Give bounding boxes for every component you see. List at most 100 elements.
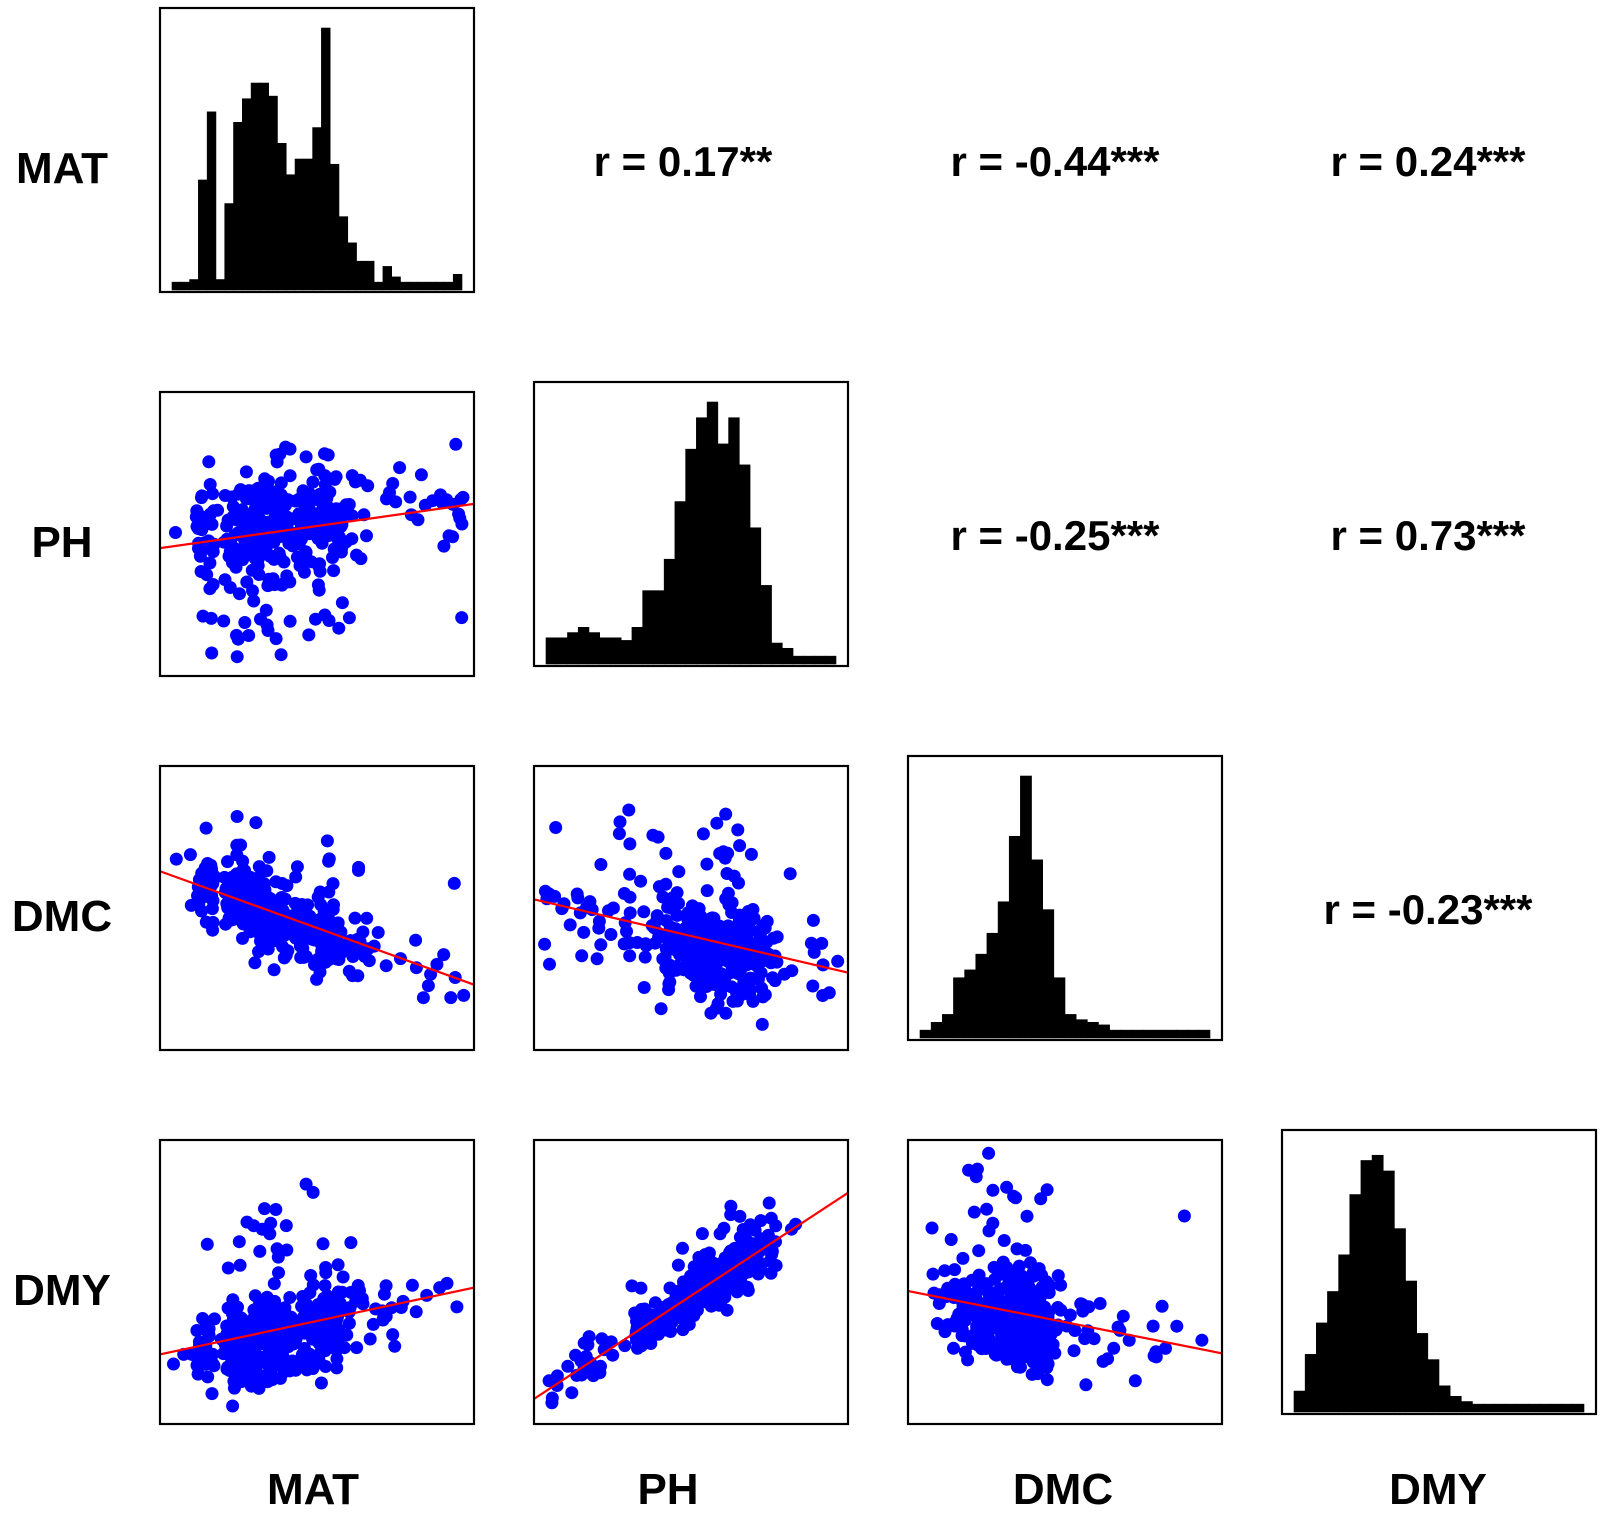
scatter-point <box>418 498 432 512</box>
scatter-point <box>265 1368 279 1381</box>
scatter-point <box>257 543 271 557</box>
scatter-point <box>248 956 262 970</box>
scatter-point <box>268 1294 282 1308</box>
scatter-point <box>298 931 312 945</box>
scatter-point <box>346 950 360 963</box>
scatter-point <box>1003 1264 1017 1278</box>
scatter-point <box>194 565 208 578</box>
scatter-point <box>575 949 589 963</box>
scatter-point <box>363 1332 377 1346</box>
histogram-bar-mat <box>382 266 393 291</box>
histogram-bar-ph <box>631 627 643 665</box>
scatter-point <box>198 869 212 883</box>
scatter-point <box>543 957 556 971</box>
histogram-frame-dmy <box>1280 1128 1598 1416</box>
scatter-point <box>232 1235 246 1249</box>
scatter-point <box>344 1236 358 1250</box>
scatter-point <box>623 890 637 904</box>
corr-ph-dmy: r = 0.73*** <box>1331 512 1527 559</box>
scatter-point <box>970 1306 984 1320</box>
histogram-bar-mat <box>365 260 375 291</box>
scatter-point <box>754 1214 768 1228</box>
histogram-bar-ph <box>760 585 772 665</box>
scatter-point <box>297 510 311 524</box>
scatter-point <box>944 1233 958 1246</box>
scatter-point <box>199 915 213 929</box>
scatter-point <box>167 1357 180 1371</box>
scatter-point <box>308 1303 322 1317</box>
regression-line <box>908 1289 1222 1355</box>
scatter-point <box>617 937 631 951</box>
scatter-point <box>637 905 651 919</box>
scatter-point <box>299 495 313 509</box>
scatter-point <box>231 877 244 890</box>
histogram-bar-mat <box>285 174 296 291</box>
scatter-point <box>1012 1346 1026 1360</box>
scatter-point <box>756 990 770 1004</box>
scatter-point <box>169 852 183 866</box>
histogram-bar-mat <box>356 260 366 291</box>
scatter-point <box>295 1299 309 1313</box>
histogram-bar-ph <box>739 464 751 665</box>
scatter-point <box>740 1280 754 1294</box>
scatter-point <box>253 1356 267 1370</box>
scatter-point <box>746 1242 760 1256</box>
scatter-point <box>698 916 712 930</box>
scatter-point <box>267 897 281 911</box>
histogram-bar-mat <box>373 281 384 291</box>
scatter-point <box>289 907 302 921</box>
histogram-bar-mat <box>347 242 357 291</box>
scatter-point <box>1020 1333 1034 1347</box>
scatter-point <box>815 936 829 950</box>
histogram-bar-dmy <box>1561 1403 1574 1413</box>
scatter-point <box>230 628 243 642</box>
scatter-point <box>192 514 206 528</box>
scatter-point <box>273 550 287 564</box>
scatter-point <box>762 1196 776 1210</box>
scatter-point <box>964 1330 978 1344</box>
scatter-point <box>269 875 283 889</box>
scatter-point <box>654 1002 668 1016</box>
scatter-point <box>269 632 283 646</box>
scatter-point <box>719 892 733 906</box>
scatter-point <box>709 1001 723 1015</box>
scatter-point <box>623 949 637 963</box>
histogram-bar-dmc <box>1020 775 1032 1039</box>
scatter-point <box>1048 1346 1062 1360</box>
scatter-point <box>226 1293 240 1307</box>
histogram-bar-dmc <box>1042 909 1055 1039</box>
scatter-point <box>309 954 323 968</box>
scatter-point <box>279 948 293 962</box>
scatter-point <box>1022 1292 1036 1306</box>
scatter-point <box>831 954 845 968</box>
scatter-point <box>379 1279 393 1293</box>
scatter-point <box>1000 1180 1014 1194</box>
histogram-bar-dmy <box>1371 1154 1384 1413</box>
scatter-point <box>342 1316 356 1330</box>
scatter-point <box>353 473 367 487</box>
histogram-bar-ph <box>556 637 568 665</box>
row-label-ph: PH <box>31 518 92 567</box>
scatter-point <box>330 952 344 966</box>
scatter-point <box>622 803 636 817</box>
scatter-point <box>278 892 292 906</box>
histogram-bar-dmy <box>1550 1403 1562 1413</box>
histogram-bar-mat <box>338 216 349 291</box>
scatter-point <box>625 1279 639 1293</box>
scatter-point <box>379 1309 393 1323</box>
scatter-point <box>766 971 780 985</box>
scatter-point <box>1042 1327 1056 1341</box>
scatter-point <box>269 448 283 462</box>
scatter-point <box>1040 1275 1054 1289</box>
histogram-bar-mat <box>391 276 401 291</box>
scatter-point <box>301 898 315 912</box>
scatter-point <box>710 1290 724 1303</box>
scatter-point <box>320 1296 334 1310</box>
scatter-point <box>453 511 467 525</box>
histogram-bar-ph <box>771 642 783 665</box>
histogram-panel-ph <box>532 380 850 668</box>
histogram-bar-dmc <box>1087 1021 1099 1039</box>
scatter-point <box>686 937 700 951</box>
scatter-point <box>710 816 724 830</box>
